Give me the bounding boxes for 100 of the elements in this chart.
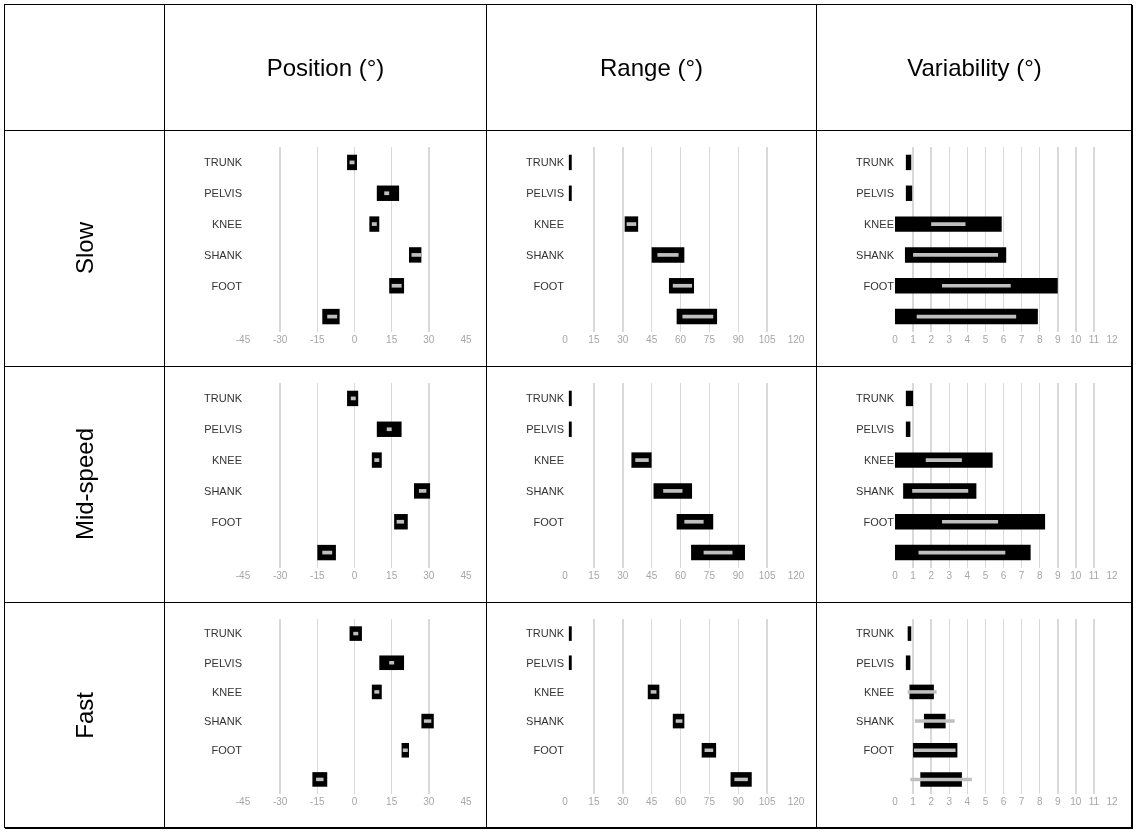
x-tick-label: 3: [946, 334, 953, 345]
x-tick-label: 12: [1106, 570, 1118, 581]
x-tick-label: 7: [1018, 334, 1025, 345]
x-tick-label: 5: [982, 334, 989, 345]
y-tick-label: FOOT: [863, 515, 895, 528]
y-tick-label: FOOT: [533, 515, 565, 528]
y-tick-label: TRUNK: [204, 156, 243, 169]
x-tick-label: 105: [758, 796, 776, 807]
x-tick-label: 15: [386, 796, 398, 807]
y-tick-label: TRUNK: [204, 392, 243, 405]
x-tick-label: 2: [928, 570, 935, 581]
y-tick-label: SHANK: [204, 714, 243, 727]
x-tick-label: 30: [423, 796, 435, 807]
y-tick-label: PELVIS: [856, 187, 894, 200]
x-tick-label: 0: [562, 334, 569, 345]
x-tick-label: 0: [562, 570, 569, 581]
x-tick-label: 75: [703, 796, 716, 807]
x-tick-label: 45: [646, 334, 658, 345]
x-tick-label: 15: [386, 334, 398, 345]
x-tick-label: 9: [1054, 334, 1061, 345]
y-tick-label: TRUNK: [526, 156, 565, 169]
x-tick-label: 75: [703, 334, 716, 345]
y-tick-label: PELVIS: [856, 656, 894, 669]
x-tick-label: 8: [1036, 570, 1043, 581]
x-tick-label: 0: [562, 796, 569, 807]
y-tick-label: PELVIS: [526, 187, 564, 200]
y-tick-label: KNEE: [864, 685, 894, 698]
x-tick-label: 4: [964, 334, 971, 345]
x-tick-label: 0: [351, 334, 358, 345]
x-tick-label: 60: [674, 334, 687, 345]
y-tick-label: FOOT: [863, 279, 895, 292]
x-tick-label: 0: [351, 570, 358, 581]
x-tick-label: 3: [946, 796, 953, 807]
x-tick-label: 5: [982, 796, 989, 807]
x-tick-label: 10: [1070, 570, 1082, 581]
y-tick-label: FOOT: [211, 515, 243, 528]
x-tick-label: 120: [787, 570, 805, 581]
x-tick-label: 0: [351, 796, 358, 807]
x-tick-label: -45: [235, 570, 251, 581]
x-tick-label: 11: [1088, 570, 1100, 581]
y-axis-title: Fast: [70, 692, 99, 739]
y-tick-label: KNEE: [212, 217, 242, 230]
x-tick-label: 12: [1106, 334, 1118, 345]
x-tick-label: 0: [892, 570, 899, 581]
y-tick-label: FOOT: [211, 279, 243, 292]
x-tick-label: 6: [1000, 334, 1007, 345]
x-tick-label: 15: [588, 796, 600, 807]
y-axis-title: Mid-speed: [70, 428, 99, 541]
y-tick-label: PELVIS: [526, 656, 564, 669]
x-tick-label: 9: [1054, 796, 1061, 807]
x-tick-label: 4: [964, 796, 971, 807]
y-tick-label: TRUNK: [526, 627, 565, 640]
y-tick-label: PELVIS: [204, 656, 242, 669]
x-tick-label: 11: [1088, 334, 1100, 345]
x-tick-label: 45: [460, 570, 472, 581]
y-tick-label: SHANK: [204, 248, 243, 261]
y-tick-label: SHANK: [526, 714, 565, 727]
x-tick-label: -30: [272, 570, 288, 581]
x-tick-label: 30: [617, 796, 629, 807]
y-tick-label: TRUNK: [856, 156, 895, 169]
x-tick-label: 8: [1036, 334, 1043, 345]
x-tick-label: 15: [588, 334, 600, 345]
x-tick-label: 30: [617, 334, 629, 345]
y-axis-title: Slow: [70, 222, 99, 275]
x-tick-label: 11: [1088, 796, 1100, 807]
y-tick-label: SHANK: [526, 484, 565, 497]
y-tick-label: KNEE: [864, 453, 894, 466]
x-tick-label: 0: [892, 334, 899, 345]
x-tick-label: 1: [910, 334, 917, 345]
y-tick-label: TRUNK: [856, 392, 895, 405]
x-tick-label: -15: [310, 334, 325, 345]
y-tick-label: KNEE: [534, 685, 564, 698]
y-tick-label: SHANK: [856, 714, 895, 727]
y-tick-label: FOOT: [863, 744, 895, 757]
x-tick-label: 120: [787, 334, 805, 345]
y-tick-label: FOOT: [533, 744, 565, 757]
x-tick-label: 30: [423, 570, 435, 581]
y-tick-label: SHANK: [856, 484, 895, 497]
x-tick-label: 90: [732, 570, 745, 581]
x-tick-label: 2: [928, 796, 935, 807]
x-tick-label: 60: [674, 570, 687, 581]
y-tick-label: PELVIS: [856, 423, 894, 436]
x-tick-label: 45: [646, 570, 658, 581]
x-tick-label: 15: [588, 570, 600, 581]
x-tick-label: 6: [1000, 570, 1007, 581]
x-tick-label: 75: [703, 570, 716, 581]
x-tick-label: 10: [1070, 796, 1082, 807]
y-tick-label: TRUNK: [526, 392, 565, 405]
x-tick-label: 120: [787, 796, 805, 807]
x-tick-label: 60: [674, 796, 687, 807]
y-tick-label: PELVIS: [204, 187, 242, 200]
chart-title: Variability (°): [817, 5, 1133, 131]
x-tick-label: -15: [310, 570, 325, 581]
chart-title: Range (°): [487, 5, 817, 131]
x-tick-label: 90: [732, 334, 745, 345]
y-tick-label: FOOT: [533, 279, 565, 292]
y-tick-label: KNEE: [212, 453, 242, 466]
y-tick-label: FOOT: [211, 744, 243, 757]
x-tick-label: 12: [1106, 796, 1118, 807]
x-tick-label: 8: [1036, 796, 1043, 807]
